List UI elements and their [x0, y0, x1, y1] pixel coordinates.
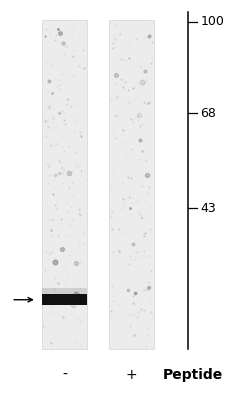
Text: -: - — [62, 368, 67, 382]
Bar — [42, 20, 87, 350]
Text: Peptide: Peptide — [162, 368, 222, 382]
Bar — [109, 20, 153, 350]
Text: 100: 100 — [200, 15, 224, 28]
Bar — [42, 294, 87, 305]
Text: +: + — [126, 368, 137, 382]
Text: 68: 68 — [200, 107, 216, 120]
Bar — [42, 288, 87, 294]
Text: 43: 43 — [200, 202, 216, 215]
